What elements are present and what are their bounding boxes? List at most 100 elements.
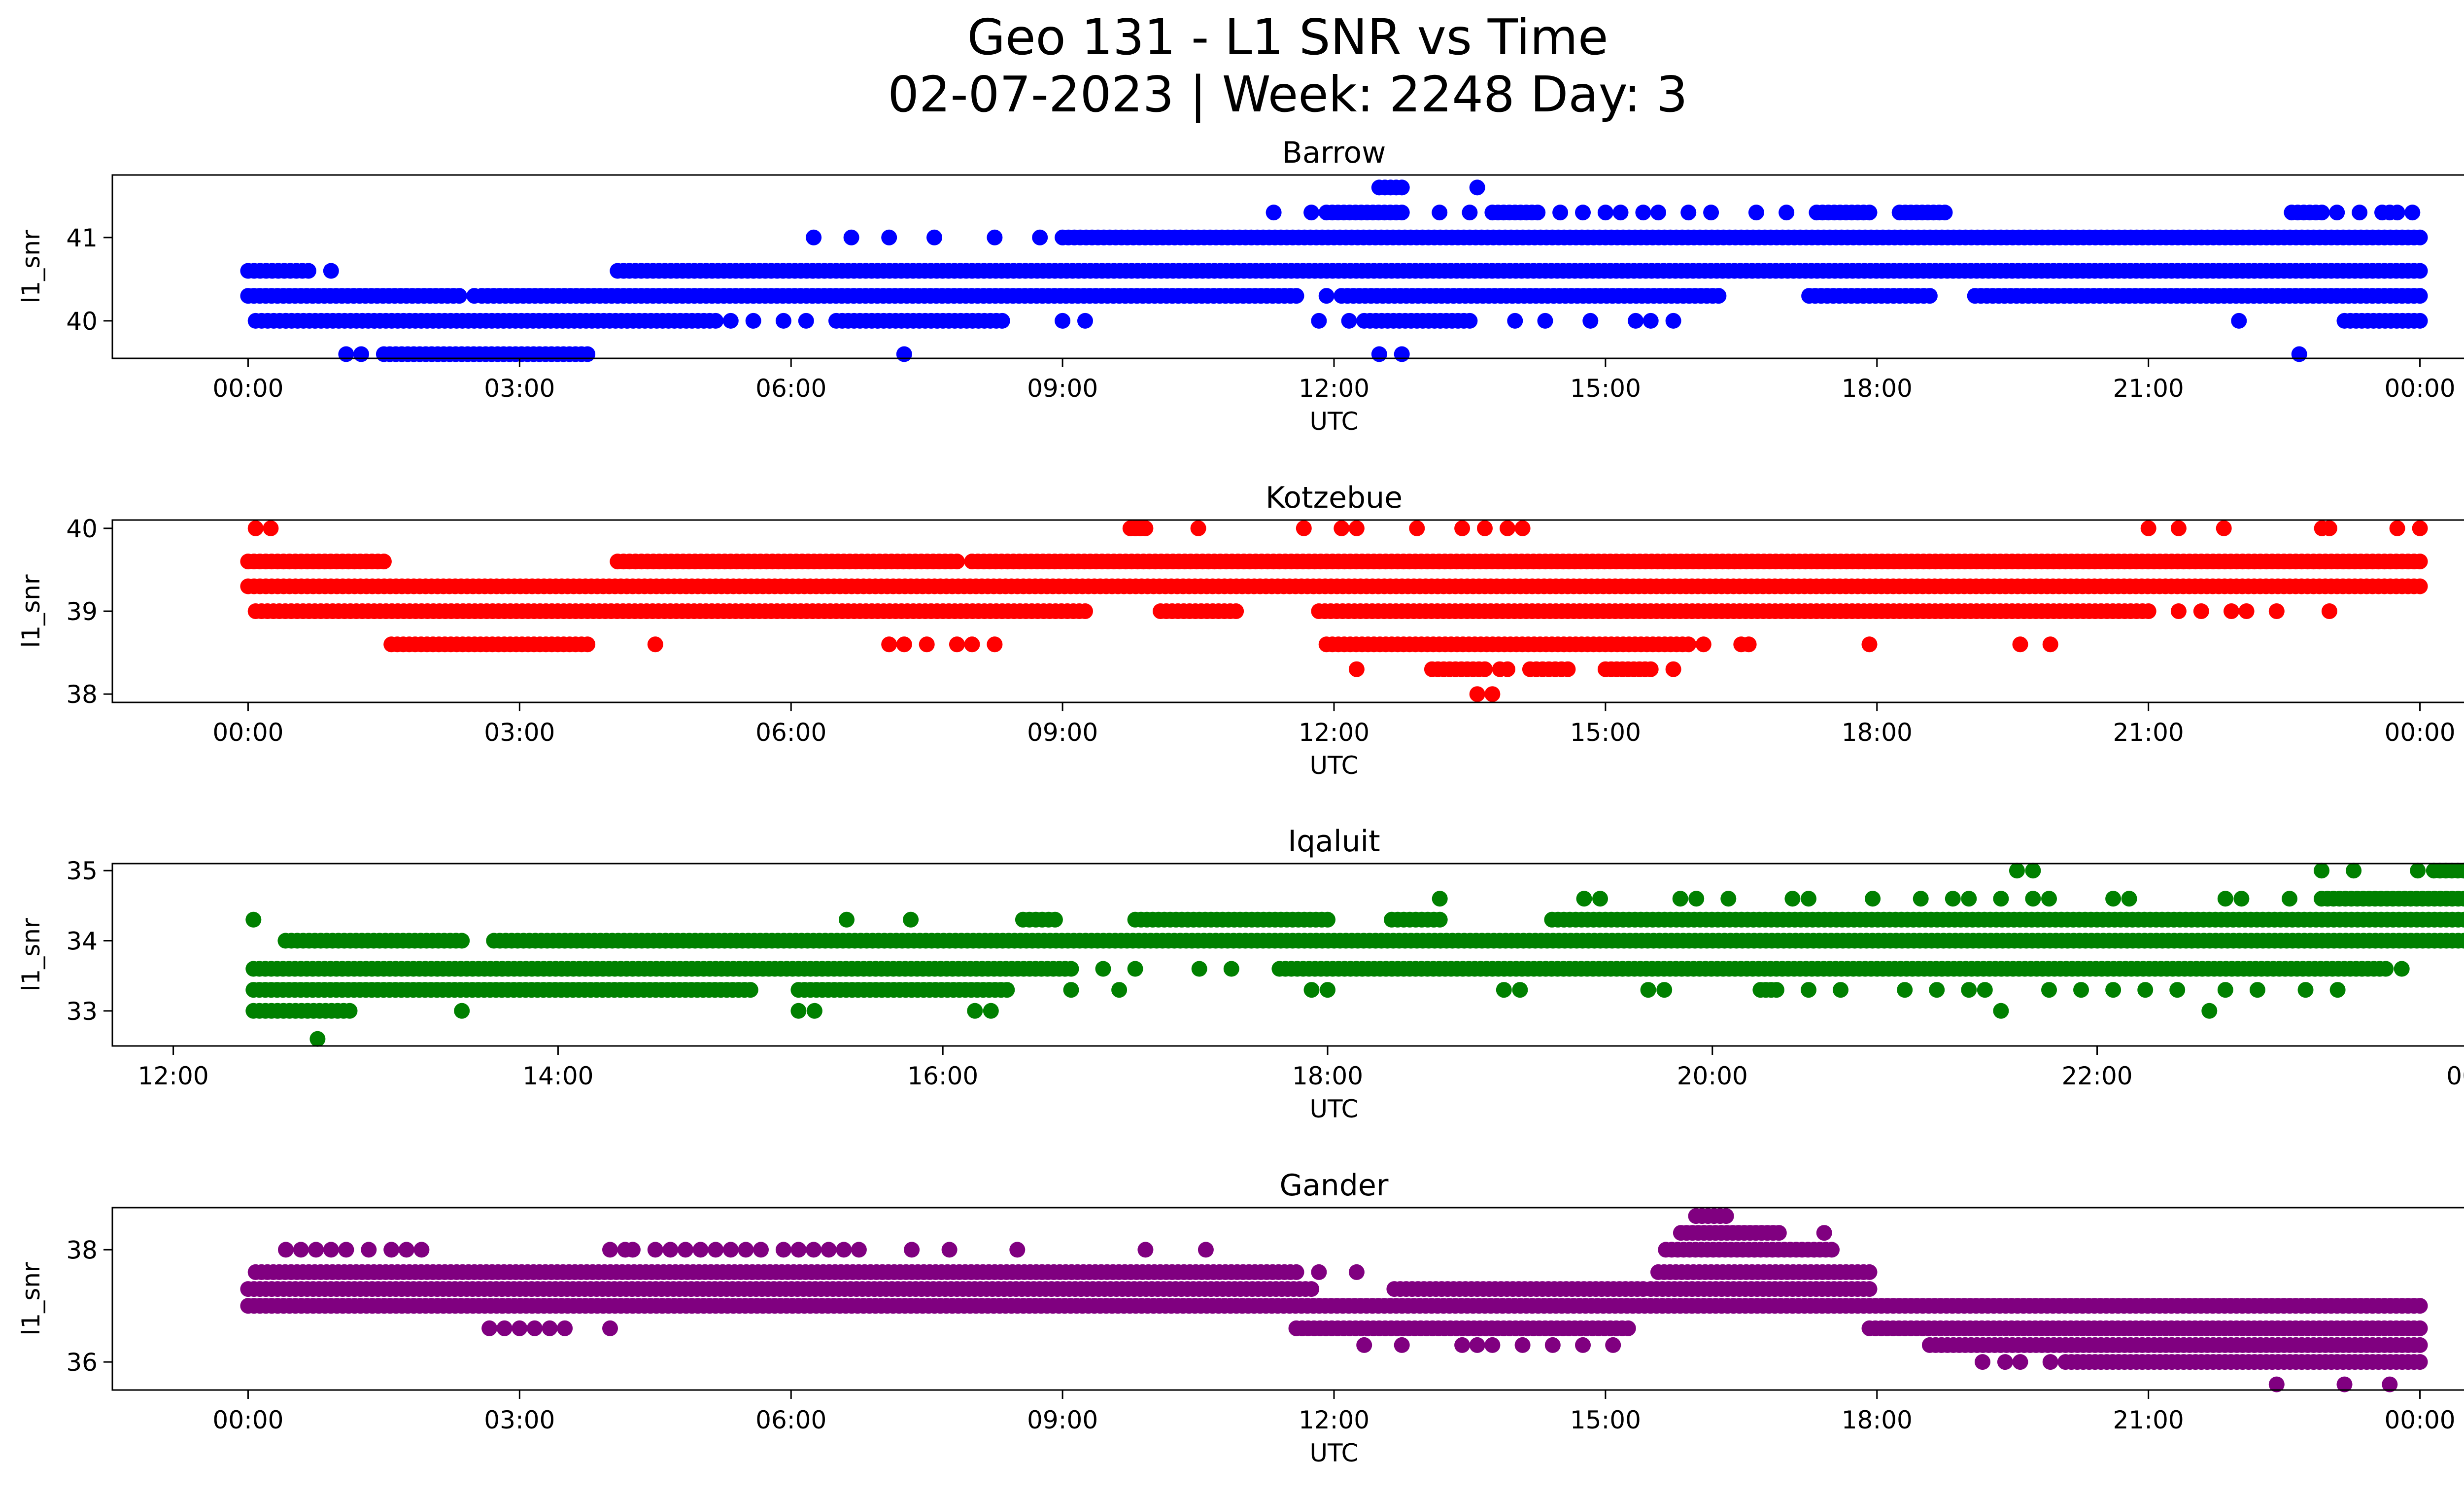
data-point bbox=[1977, 982, 1993, 998]
data-point bbox=[1833, 982, 1848, 998]
data-point bbox=[1997, 1354, 2013, 1370]
data-point bbox=[376, 554, 392, 570]
data-point bbox=[1496, 982, 1512, 998]
data-point bbox=[1784, 891, 1801, 907]
data-point bbox=[1643, 313, 1659, 329]
data-point bbox=[1288, 288, 1304, 304]
data-point bbox=[2282, 891, 2297, 907]
x-tick-label: 12:00 bbox=[1299, 1406, 1369, 1434]
data-point bbox=[1077, 313, 1093, 329]
data-point bbox=[949, 554, 965, 570]
data-point bbox=[2105, 982, 2122, 998]
data-point bbox=[1111, 982, 1128, 998]
data-point bbox=[1597, 205, 1613, 221]
data-point bbox=[466, 288, 482, 304]
x-tick-label: 18:00 bbox=[1842, 718, 1913, 747]
data-point bbox=[2412, 229, 2428, 245]
data-point bbox=[647, 636, 663, 653]
data-point bbox=[353, 346, 369, 362]
data-point bbox=[2352, 205, 2368, 221]
data-point bbox=[983, 1003, 999, 1019]
data-point bbox=[451, 288, 467, 304]
data-point bbox=[851, 1242, 867, 1258]
data-point bbox=[2193, 603, 2209, 619]
data-point bbox=[342, 1003, 358, 1019]
data-point bbox=[1137, 520, 1154, 536]
data-point bbox=[2170, 520, 2187, 536]
x-tick-label: 00:00 bbox=[212, 1406, 283, 1434]
subplot-gander: 00:00 03:00 06:00 09:00 12:00 15:00 18:00 21:00… bbox=[17, 1168, 2464, 1467]
data-point bbox=[1190, 520, 1206, 536]
x-tick-label: 00:00 bbox=[2385, 718, 2456, 747]
data-point bbox=[2121, 891, 2137, 907]
x-tick-label: 18:00 bbox=[1842, 374, 1913, 403]
y-axis-label: l1_snr bbox=[17, 1262, 45, 1335]
x-tick-label: 22:00 bbox=[2062, 1062, 2133, 1090]
data-point bbox=[309, 1031, 326, 1047]
data-point bbox=[1672, 891, 1688, 907]
data-point bbox=[1688, 891, 1705, 907]
subplot-title: Barrow bbox=[1282, 136, 1386, 170]
data-point bbox=[1032, 229, 1048, 245]
data-point bbox=[1311, 313, 1327, 329]
data-point bbox=[1469, 1337, 1485, 1353]
data-point bbox=[338, 1242, 354, 1258]
y-axis-label: l1_snr bbox=[17, 574, 45, 648]
data-point bbox=[790, 1242, 807, 1258]
data-point bbox=[1961, 982, 1977, 998]
data-point bbox=[247, 520, 264, 536]
data-point bbox=[1620, 1320, 1636, 1336]
data-point bbox=[2025, 891, 2041, 907]
data-point bbox=[775, 313, 791, 329]
data-point bbox=[1665, 661, 1681, 677]
data-point bbox=[2297, 982, 2314, 998]
data-point bbox=[2217, 891, 2233, 907]
data-point bbox=[1768, 982, 1784, 998]
axes-frame bbox=[111, 863, 2464, 1047]
data-point bbox=[1945, 891, 1961, 907]
data-point bbox=[2137, 982, 2154, 998]
data-point bbox=[398, 1242, 414, 1258]
data-point bbox=[2170, 603, 2187, 619]
y-tick-label: 39 bbox=[66, 597, 98, 626]
x-tick-label: 12:00 bbox=[1299, 718, 1369, 747]
data-point bbox=[278, 1242, 294, 1258]
data-point bbox=[1356, 1337, 1372, 1353]
data-point bbox=[2412, 288, 2428, 304]
data-point bbox=[2412, 554, 2428, 570]
figure-title: Geo 131 - L1 SNR vs Time 02-07-2023 | We… bbox=[0, 9, 2464, 123]
data-point bbox=[1477, 661, 1493, 677]
data-point bbox=[602, 1242, 618, 1258]
data-point bbox=[1127, 961, 1143, 977]
data-point bbox=[1500, 661, 1515, 677]
data-point bbox=[2012, 1354, 2028, 1370]
data-point bbox=[2140, 520, 2156, 536]
data-point bbox=[454, 933, 470, 949]
data-point bbox=[2336, 1376, 2353, 1392]
x-axis-label: UTC bbox=[1309, 407, 1358, 436]
data-point bbox=[1432, 205, 1448, 221]
y-axis-label: l1_snr bbox=[17, 918, 45, 991]
data-point bbox=[1612, 205, 1629, 221]
data-point bbox=[557, 1320, 573, 1336]
data-point bbox=[2169, 982, 2186, 998]
subplot-title: Gander bbox=[1280, 1168, 1389, 1203]
data-point bbox=[2041, 982, 2057, 998]
data-point bbox=[1320, 982, 1335, 998]
data-point bbox=[843, 229, 859, 245]
x-tick-label: 12:00 bbox=[138, 1062, 209, 1090]
data-point bbox=[1913, 891, 1929, 907]
x-tick-label: 06:00 bbox=[755, 374, 826, 403]
figure-title-line1: Geo 131 - L1 SNR vs Time bbox=[967, 8, 1608, 66]
data-point bbox=[580, 636, 596, 653]
data-point bbox=[1348, 1264, 1365, 1280]
x-tick-label: 06:00 bbox=[755, 718, 826, 747]
data-points bbox=[240, 520, 2428, 702]
data-point bbox=[1296, 520, 1312, 536]
data-point bbox=[2456, 911, 2464, 928]
data-point bbox=[1047, 911, 1063, 928]
subplot-title: Iqaluit bbox=[1288, 824, 1380, 859]
data-point bbox=[742, 982, 758, 998]
data-point bbox=[1303, 205, 1320, 221]
x-tick-label: 00:00 bbox=[2385, 1406, 2456, 1434]
